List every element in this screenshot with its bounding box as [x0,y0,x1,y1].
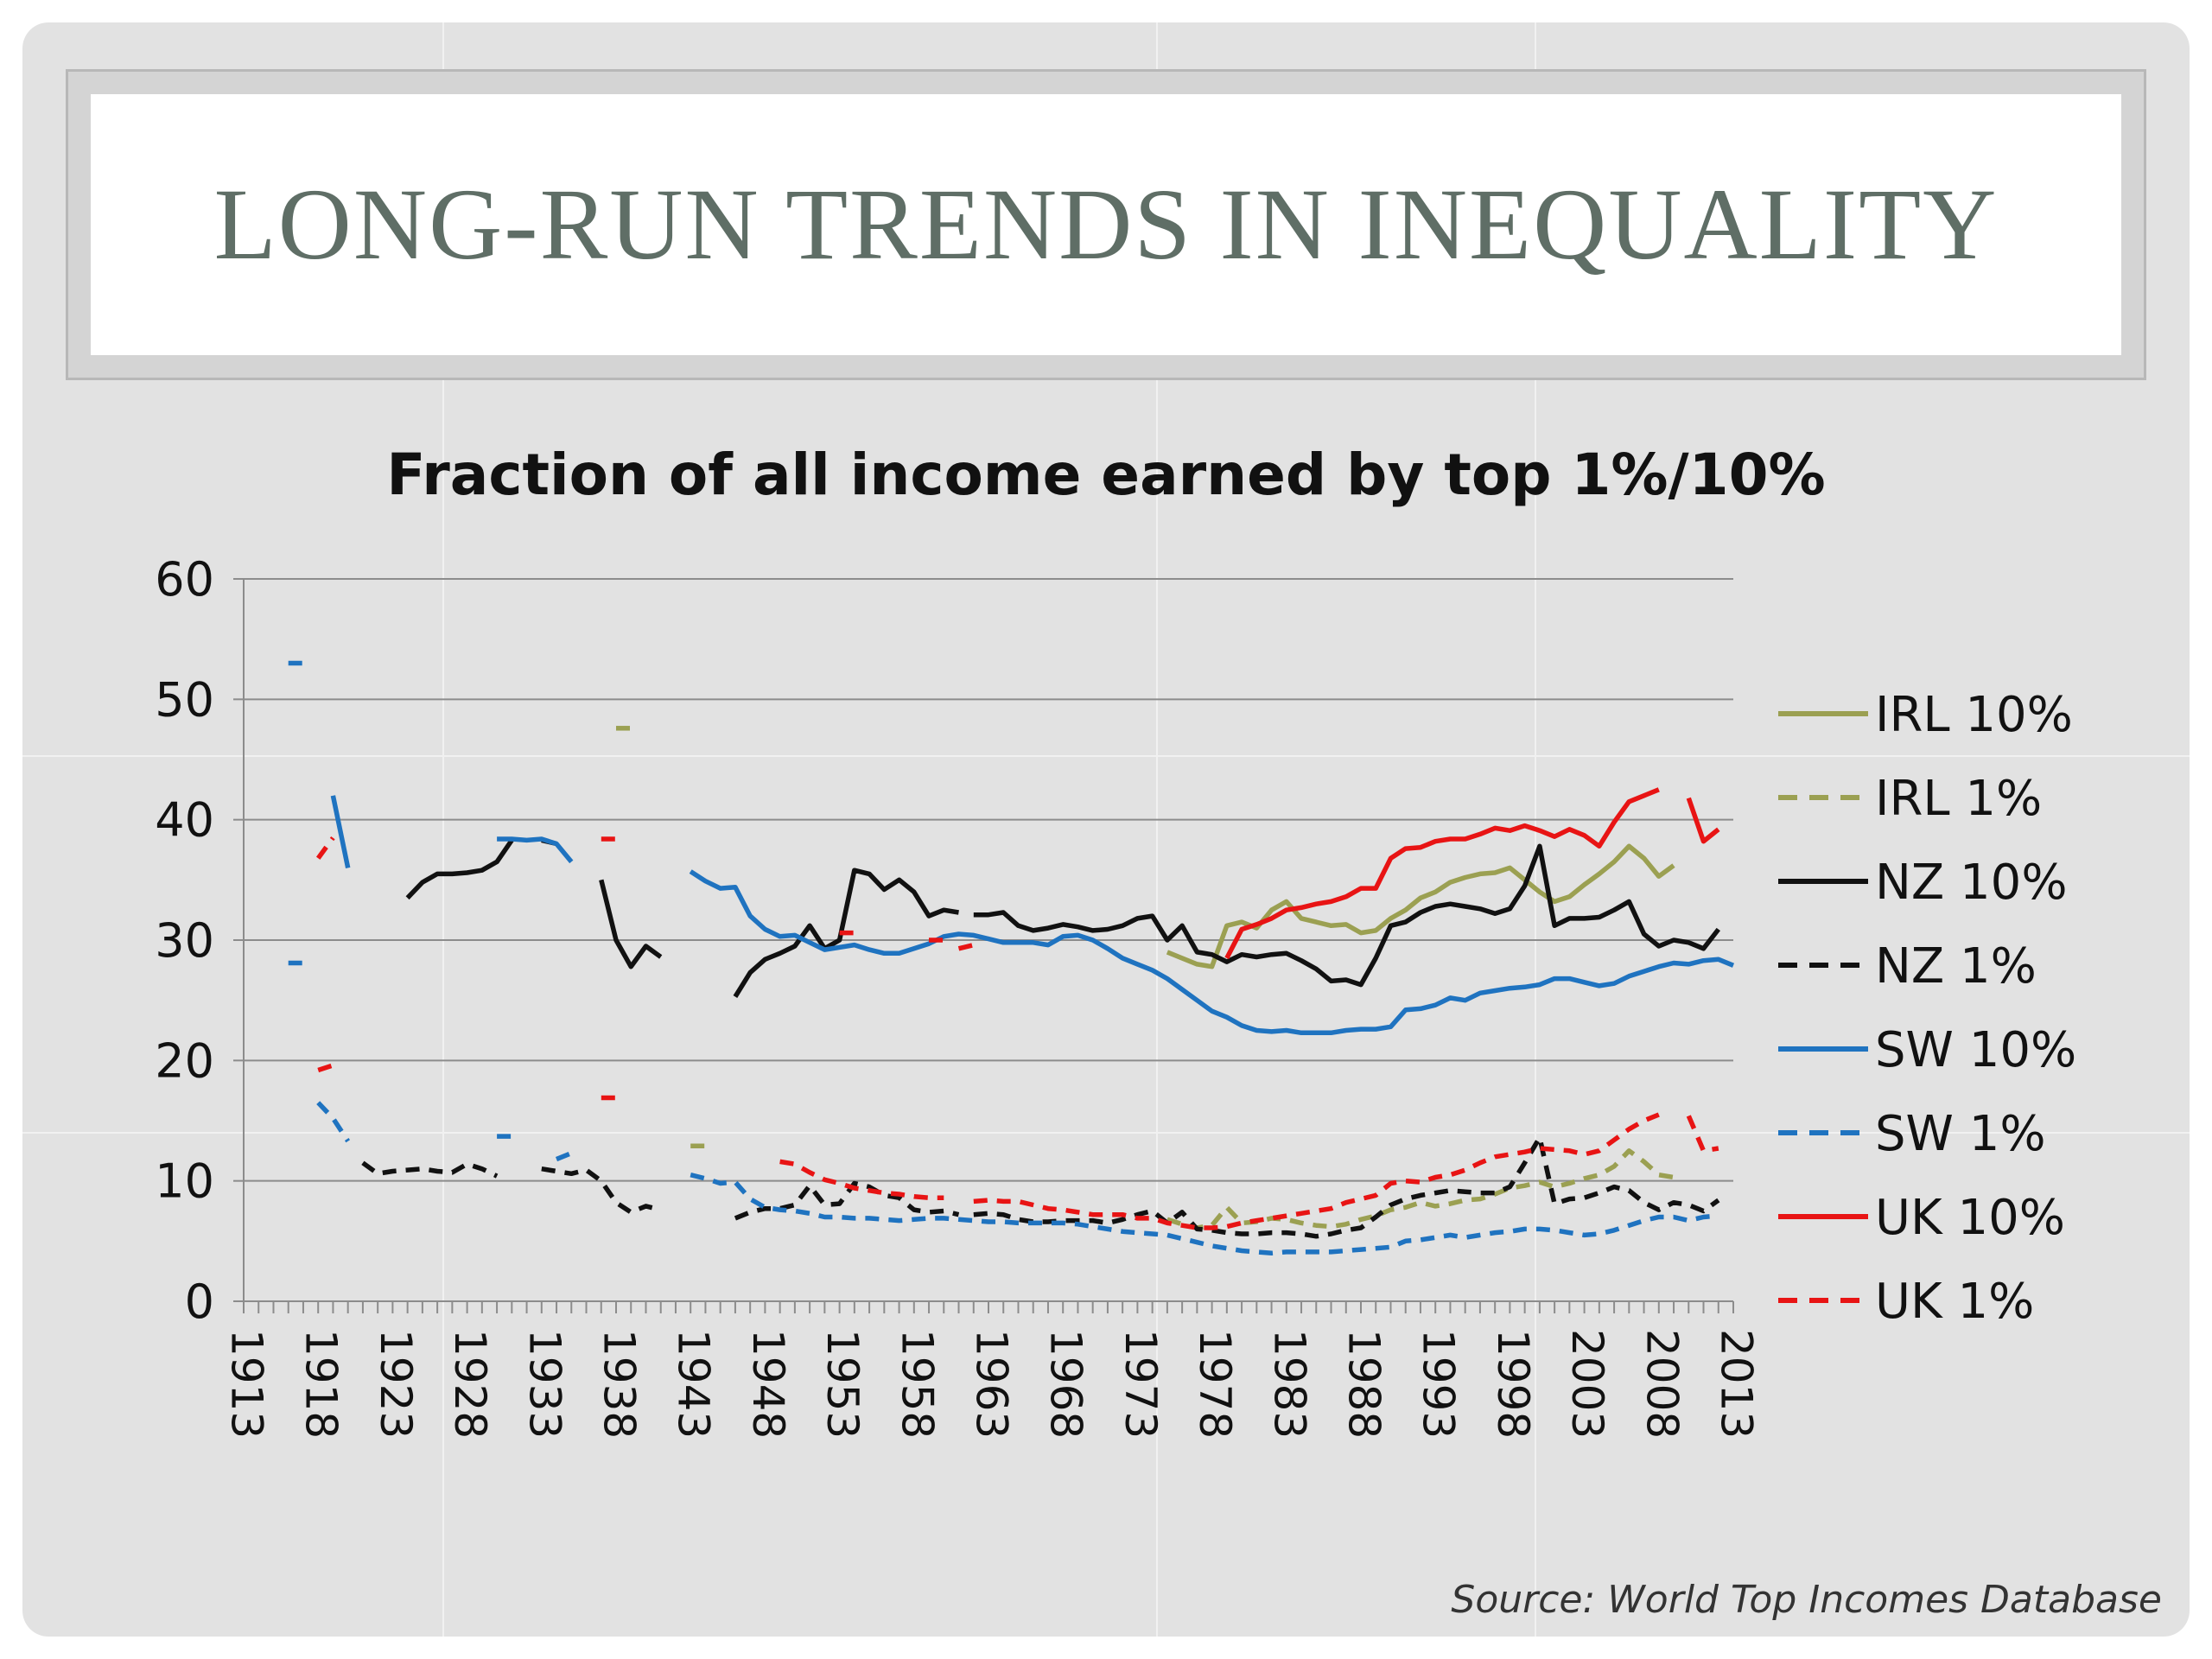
line-chart: Fraction of all income earned by top 1%/… [155,442,2076,1439]
title-frame: LONG-RUN TRENDS IN INEQUALITY [66,69,2146,380]
series-line [734,1180,960,1221]
slide-gridline [442,22,444,1637]
x-tick-label: 1948 [743,1329,793,1439]
x-tick-label: 1953 [817,1329,868,1439]
x-tick-label: 1918 [296,1329,346,1439]
series-uk-10 [1224,787,1720,960]
y-tick-label: 10 [155,1154,214,1209]
x-tick-label: 1978 [1190,1329,1240,1439]
x-tick-label: 1983 [1264,1329,1314,1439]
x-tick-label: 1958 [892,1329,942,1439]
slide-gridline [22,1132,2190,1134]
x-tick-label: 1928 [445,1329,495,1439]
series-line [599,879,663,969]
y-tick-label: 40 [155,793,214,848]
series-line [733,868,959,998]
series-line [316,1101,351,1143]
series-sw-1 [288,660,1719,1256]
y-tick-label: 20 [155,1033,214,1088]
legend-label: IRL 10% [1875,687,2073,743]
x-tick-label: 1933 [519,1329,569,1439]
chart-title: Fraction of all income earned by top 1%/… [386,442,1825,508]
series-line [973,843,1720,988]
legend-label: SW 10% [1875,1022,2076,1078]
y-tick-label: 60 [155,552,214,607]
y-tick-label: 30 [155,913,214,968]
x-tick-label: 1973 [1116,1329,1166,1439]
series-nz-1 [361,1135,1720,1239]
series-uk-1 [315,836,1719,1230]
series-sw-10 [330,795,1735,1036]
x-tick-label: 2008 [1637,1329,1687,1439]
legend-label: SW 1% [1875,1106,2046,1162]
x-tick-label: 1913 [222,1329,272,1439]
series-line [1166,843,1675,969]
series-line [973,1112,1660,1230]
series-line [541,1166,662,1215]
series-line [1686,1115,1719,1154]
series-irl-1 [616,726,1675,1230]
chart-series [288,660,1735,1256]
series-line [779,1159,944,1200]
chart-axes: 0 10 20 30 40 50 60 1913 1918 1923 1928 1933 1938 194… [155,552,1761,1439]
slide-title: LONG-RUN TRENDS IN INEQUALITY [213,168,1999,281]
slide-gridline [22,755,2190,757]
x-tick-label: 2003 [1562,1329,1612,1439]
source-note: Source: World Top Incomes Database [1451,1578,2162,1622]
title-panel: LONG-RUN TRENDS IN INEQUALITY [91,94,2121,355]
series-irl-10 [1166,843,1675,969]
series-line [689,869,1735,1036]
slide: LONG-RUN TRENDS IN INEQUALITY Fraction o… [22,22,2190,1637]
x-tick-label: 1988 [1339,1329,1389,1439]
x-tick-label: 1968 [1041,1329,1091,1439]
slide-gridline [1156,22,1158,1637]
legend-label: NZ 10% [1875,855,2068,911]
legend-label: IRL 1% [1875,771,2042,827]
series-line [317,1063,334,1073]
series-line [1166,1148,1675,1230]
x-tick-label: 1998 [1488,1329,1538,1439]
series-line [973,1135,1720,1239]
series-extra-8 [839,930,975,951]
series-line [555,1151,573,1162]
y-tick-label: 0 [185,1274,214,1329]
series-line [315,836,335,860]
series-line [957,942,975,951]
y-tick-label: 50 [155,672,214,727]
chart-grid [244,578,1733,1182]
legend-label: UK 10% [1875,1190,2065,1246]
series-line [1686,797,1720,844]
x-tick-label: 2013 [1712,1329,1762,1439]
x-tick-label: 1963 [967,1329,1017,1439]
series-line [690,1173,1719,1256]
series-line [1224,787,1660,960]
series-nz-10 [405,837,1720,998]
x-tick-label: 1943 [669,1329,719,1439]
series-line [361,1160,499,1179]
x-tick-label: 1938 [594,1329,645,1439]
series-line [330,795,351,868]
x-tick-label: 1923 [371,1329,421,1439]
series-line [405,838,514,900]
chart-legend: IRL 10% IRL 1% NZ 10% NZ 1% SW 10% SW 1% UK 10… [1778,687,2076,1330]
x-tick-label: 1993 [1414,1329,1464,1439]
legend-label: NZ 1% [1875,938,2037,995]
series-line [497,836,574,864]
legend-label: UK 1% [1875,1274,2034,1330]
